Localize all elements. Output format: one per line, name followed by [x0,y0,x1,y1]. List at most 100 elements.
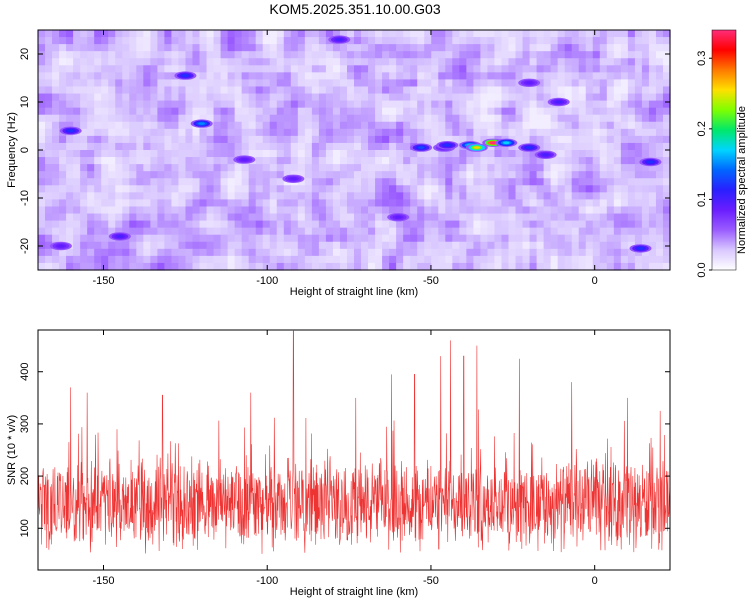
heatmap-cell [206,213,215,222]
heatmap-cell [297,255,306,264]
heatmap-cell [655,79,664,88]
colorbar-tick-label: 0.2 [696,121,708,136]
heatmap-cell [361,164,369,172]
heatmap-cell [38,150,46,158]
heatmap-cell [325,262,334,271]
y-tick-label: 200 [19,467,31,485]
heatmap-cell [73,79,81,88]
heatmap-cell [332,107,341,116]
heatmap-cell [578,185,587,193]
heatmap-cell [550,72,559,81]
heatmap-cell [494,65,503,73]
heatmap-cell [66,37,74,45]
heatmap-cell [396,114,404,123]
heatmap-cell [466,171,474,179]
heatmap-cell [59,262,67,271]
heatmap-cell [87,185,95,193]
heatmap-cell [136,150,144,158]
heatmap-cell [431,135,439,144]
heatmap-cell [241,199,250,208]
heatmap-cell [213,79,222,88]
heatmap-cell [52,128,60,137]
heatmap-cell [122,199,130,208]
heatmap-cell [515,114,524,123]
heatmap-cell [255,157,264,165]
heatmap-cell [361,199,369,208]
heatmap-cell [515,234,524,243]
heatmap-cell [318,114,327,123]
heatmap-cell [269,121,278,130]
heatmap-cell [304,213,313,222]
heatmap-cell [641,79,650,88]
heatmap-cell [269,128,278,137]
heatmap-cell [248,121,257,130]
heatmap-cell [73,227,81,236]
heatmap-cell [143,206,151,215]
heatmap-cell [620,227,629,236]
heatmap-cell [227,220,236,229]
heatmap-cell [501,227,510,236]
heatmap-cell [157,93,165,102]
heatmap-cell [297,150,306,158]
heatmap-cell [339,248,348,257]
heatmap-cell [389,72,397,81]
heatmap-cell [354,79,362,88]
heatmap-cell [389,241,397,250]
heatmap-cell [459,114,467,123]
heatmap-cell [318,93,327,102]
heatmap-cell [417,107,425,116]
heatmap-cell [403,135,411,144]
heatmap-cell [143,44,151,52]
heatmap-cell [445,234,453,243]
heatmap-cell [80,213,88,222]
heatmap-cell [185,248,194,257]
heatmap-cell [410,58,418,66]
heatmap-cell [452,107,460,116]
heatmap-cell [585,255,594,264]
heatmap-cell [431,37,439,45]
heatmap-cell [318,107,327,116]
heatmap-cell [592,199,601,208]
heatmap-cell [122,227,130,236]
heatmap-cell [655,213,664,222]
heatmap-cell [80,30,88,38]
heatmap-cell [122,100,130,109]
heatmap-cell [269,178,278,186]
heatmap-cell [389,93,397,102]
heatmap-cell [662,150,671,158]
heatmap-cell [150,255,158,264]
heatmap-cell [557,128,566,137]
heatmap-cell [241,150,250,158]
heatmap-cell [129,93,137,102]
heatmap-cell [262,37,271,45]
heatmap-cell [80,93,88,102]
heatmap-cell [459,128,467,137]
heatmap-cell [368,171,376,179]
heatmap-cell [417,157,425,165]
heatmap-cell [473,86,481,95]
heatmap-cell [438,30,446,38]
heatmap-cell [403,241,411,250]
heatmap-cell [459,199,467,208]
heatmap-cell [571,30,580,38]
heatmap-cell [178,255,187,264]
heatmap-cell [227,185,236,193]
heatmap-cell [522,164,531,172]
heatmap-cell [662,72,671,81]
heatmap-cell [339,164,348,172]
heatmap-cell [59,227,67,236]
heatmap-cell [283,164,292,172]
heatmap-cell [620,213,629,222]
heatmap-cell [459,185,467,193]
heatmap-cell [38,192,46,201]
heatmap-cell [410,234,418,243]
heatmap-cell [290,30,299,38]
heatmap-cell [59,37,67,45]
heatmap-cell [634,142,643,151]
heatmap-cell [445,79,453,88]
heatmap-cell [87,58,95,66]
heatmap-cell [129,30,137,38]
heatmap-cell [255,220,264,229]
heatmap-feature-20 [518,78,541,88]
heatmap-cell [346,86,355,95]
